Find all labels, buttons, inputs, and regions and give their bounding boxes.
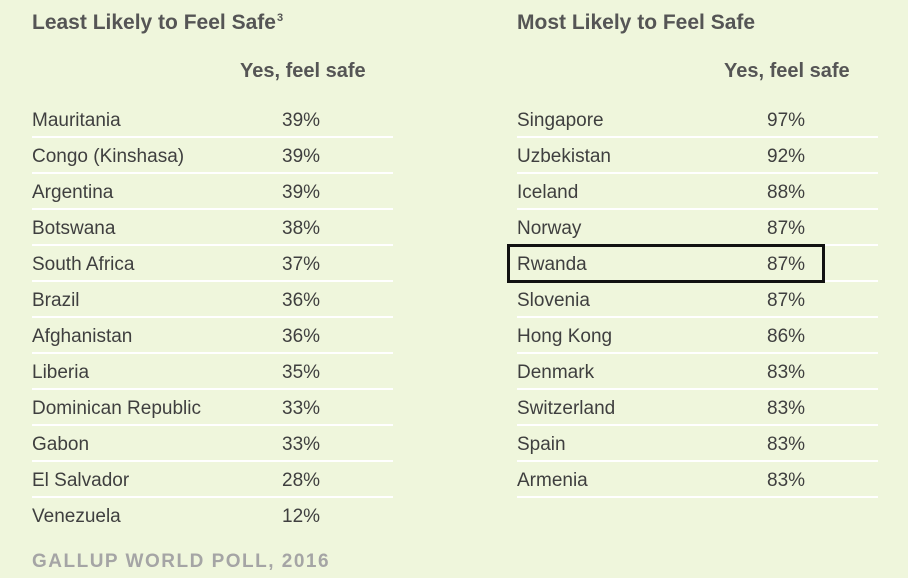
source-caption: GALLUP WORLD POLL, 2016 <box>32 551 331 572</box>
row-divider <box>32 352 393 354</box>
table-row: Botswana 38% <box>32 210 393 246</box>
feel-safe-value: 83% <box>767 362 806 383</box>
row-divider <box>517 352 878 354</box>
table-row: Iceland 88% <box>517 174 878 210</box>
table-row: Afghanistan 36% <box>32 318 393 354</box>
table-row: El Salvador 28% <box>32 462 393 498</box>
row-divider <box>32 136 393 138</box>
table-row: Venezuela 12% <box>32 498 393 534</box>
table-row: Mauritania 39% <box>32 102 393 138</box>
row-divider <box>517 136 878 138</box>
table-row: Liberia 35% <box>32 354 393 390</box>
feel-safe-value: 87% <box>767 290 806 311</box>
country-name: South Africa <box>32 254 135 275</box>
feel-safe-value: 39% <box>282 146 321 167</box>
country-name: Gabon <box>32 434 90 455</box>
table-row: South Africa 37% <box>32 246 393 282</box>
country-name: Denmark <box>517 362 595 383</box>
country-name: Hong Kong <box>517 326 613 347</box>
country-name: Congo (Kinshasa) <box>32 146 185 167</box>
row-divider <box>32 172 393 174</box>
country-name: Armenia <box>517 470 588 491</box>
country-name: Slovenia <box>517 290 590 311</box>
table-row: Slovenia 87% <box>517 282 878 318</box>
row-divider <box>517 388 878 390</box>
table-row: Argentina 39% <box>32 174 393 210</box>
table-row: Gabon 33% <box>32 426 393 462</box>
table-row: Armenia 83% <box>517 462 878 498</box>
table-row: Spain 83% <box>517 426 878 462</box>
row-divider <box>32 388 393 390</box>
row-divider <box>32 496 393 498</box>
highlight-box <box>507 244 825 283</box>
feel-safe-value: 36% <box>282 326 321 347</box>
least-safe-title-text: Least Likely to Feel Safe <box>32 11 276 34</box>
feel-safe-value: 83% <box>767 398 806 419</box>
feel-safe-value: 33% <box>282 398 321 419</box>
row-divider <box>32 280 393 282</box>
feel-safe-value: 36% <box>282 290 321 311</box>
country-name: Dominican Republic <box>32 398 201 419</box>
row-divider <box>517 496 878 498</box>
country-name: Rwanda <box>517 254 587 275</box>
feel-safe-value: 39% <box>282 182 321 203</box>
country-name: Mauritania <box>32 110 121 131</box>
feel-safe-value: 35% <box>282 362 321 383</box>
most-safe-title: Most Likely to Feel Safe <box>517 11 756 34</box>
feel-safe-value: 92% <box>767 146 806 167</box>
row-divider <box>32 316 393 318</box>
feel-safe-value: 83% <box>767 434 806 455</box>
row-divider <box>517 208 878 210</box>
country-name: Uzbekistan <box>517 146 611 167</box>
row-divider <box>517 424 878 426</box>
feel-safe-value: 37% <box>282 254 321 275</box>
least-safe-column-header: Yes, feel safe <box>240 60 366 82</box>
row-divider <box>517 316 878 318</box>
table-row: Rwanda 87% <box>507 244 878 283</box>
country-name: Switzerland <box>517 398 616 419</box>
row-divider <box>32 244 393 246</box>
country-name: Spain <box>517 434 566 455</box>
country-name: Singapore <box>517 110 604 131</box>
table-row: Uzbekistan 92% <box>517 138 878 174</box>
table-row: Denmark 83% <box>517 354 878 390</box>
feel-safe-value: 38% <box>282 218 321 239</box>
table-row: Brazil 36% <box>32 282 393 318</box>
row-divider <box>32 460 393 462</box>
feel-safe-value: 39% <box>282 110 321 131</box>
country-name: Iceland <box>517 182 579 203</box>
least-safe-title: Least Likely to Feel Safe3 <box>32 11 283 35</box>
country-name: El Salvador <box>32 470 130 491</box>
table-row: Norway 87% <box>517 210 878 246</box>
feel-safe-value: 28% <box>282 470 321 491</box>
feel-safe-value: 87% <box>767 218 806 239</box>
feel-safe-value: 87% <box>767 254 806 275</box>
country-name: Liberia <box>32 362 90 383</box>
country-name: Venezuela <box>32 506 121 527</box>
row-divider <box>32 424 393 426</box>
row-divider <box>517 460 878 462</box>
feel-safe-value: 83% <box>767 470 806 491</box>
table-row: Dominican Republic 33% <box>32 390 393 426</box>
table-row: Congo (Kinshasa) 39% <box>32 138 393 174</box>
country-name: Brazil <box>32 290 80 311</box>
row-divider <box>517 172 878 174</box>
feel-safe-value: 86% <box>767 326 806 347</box>
table-row: Switzerland 83% <box>517 390 878 426</box>
table-row: Singapore 97% <box>517 102 878 138</box>
country-name: Afghanistan <box>32 326 133 347</box>
table-row: Hong Kong 86% <box>517 318 878 354</box>
feel-safe-value: 12% <box>282 506 321 527</box>
row-divider <box>32 208 393 210</box>
feel-safe-value: 33% <box>282 434 321 455</box>
country-name: Botswana <box>32 218 116 239</box>
feel-safe-value: 88% <box>767 182 806 203</box>
most-safe-column-header: Yes, feel safe <box>724 60 850 82</box>
feel-safe-value: 97% <box>767 110 806 131</box>
country-name: Norway <box>517 218 582 239</box>
country-name: Argentina <box>32 182 114 203</box>
footnote-marker: 3 <box>276 12 284 24</box>
